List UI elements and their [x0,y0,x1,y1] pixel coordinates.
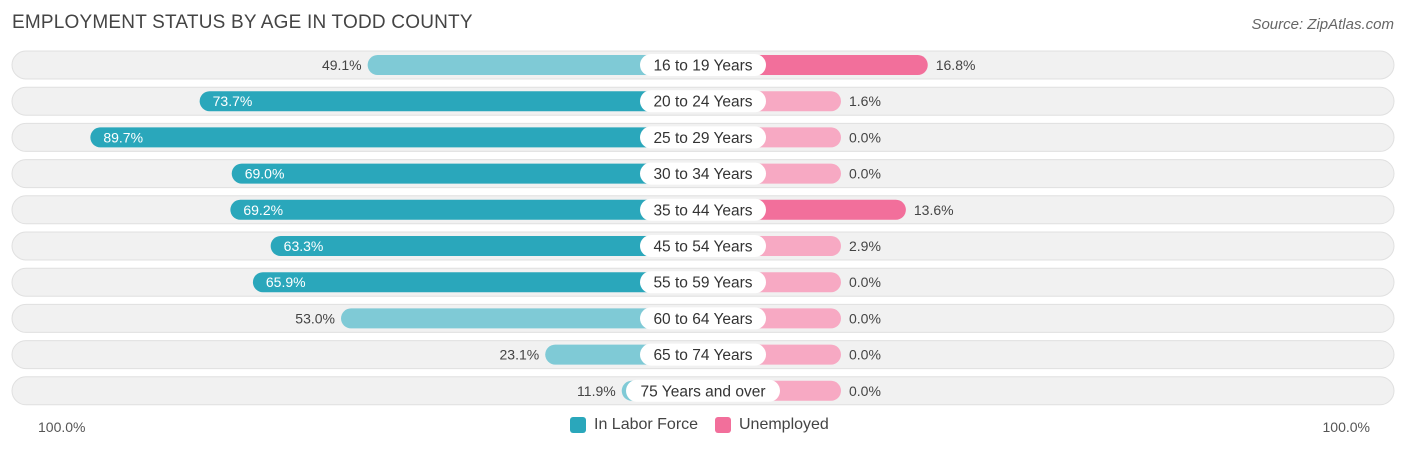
category-pill [640,126,766,149]
chart-title: EMPLOYMENT STATUS BY AGE IN TODD COUNTY [12,12,473,33]
value-label-unemployed: 0.0% [849,310,881,326]
value-label-unemployed: 13.6% [914,202,954,218]
category-label: 75 Years and over [641,383,766,400]
category-pill [640,90,766,113]
category-pill [626,379,780,402]
category-pill [640,271,766,294]
bar-labor-force [367,55,703,75]
category-label: 65 to 74 Years [653,347,752,364]
category-pill [640,162,766,185]
value-label-unemployed: 16.8% [936,57,976,73]
axis-right-label: 100.0% [1322,419,1370,435]
value-label-labor-force: 89.7% [103,129,143,145]
value-label-labor-force: 53.0% [295,310,335,326]
value-label-labor-force: 63.3% [284,238,324,254]
chart-source: Source: ZipAtlas.com [1251,16,1394,33]
legend-item-labor-force: In Labor Force [570,416,698,434]
value-label-labor-force: 73.7% [213,93,253,109]
value-label-labor-force: 69.0% [245,166,285,182]
bar-labor-force [230,199,703,220]
category-pill [640,54,766,76]
value-label-unemployed: 2.9% [849,238,881,254]
legend-label-labor-force: In Labor Force [594,416,699,433]
category-label: 55 to 59 Years [653,275,752,292]
bar-labor-force [199,91,703,112]
value-label-unemployed: 0.0% [849,383,881,399]
category-label: 25 to 29 Years [653,130,752,147]
value-label-unemployed: 1.6% [849,93,881,109]
legend-swatch-labor-force [570,417,586,433]
value-label-unemployed: 0.0% [849,274,881,290]
bar-labor-force [270,236,703,256]
axis-left-label: 100.0% [38,419,86,435]
value-label-labor-force: 11.9% [577,383,616,399]
category-label: 16 to 19 Years [653,58,752,75]
category-label: 60 to 64 Years [653,311,752,328]
category-label: 20 to 24 Years [653,94,752,111]
value-label-unemployed: 0.0% [849,166,881,182]
value-label-unemployed: 0.0% [849,347,881,363]
value-label-labor-force: 49.1% [322,57,362,73]
bar-labor-force [252,272,703,293]
category-pill [640,198,766,221]
bar-labor-force [341,308,703,329]
bar-labor-force [231,163,704,184]
legend: In Labor Force Unemployed [0,416,1406,438]
legend-item-unemployed: Unemployed [715,416,829,434]
legend-label-unemployed: Unemployed [739,416,829,433]
category-pill [640,307,766,330]
category-pill [640,343,766,366]
value-label-labor-force: 23.1% [500,347,540,363]
legend-swatch-unemployed [715,417,731,433]
value-label-labor-force: 69.2% [243,202,283,218]
category-label: 45 to 54 Years [653,239,752,256]
bar-labor-force [90,127,703,148]
category-pill [640,235,766,257]
category-label: 30 to 34 Years [653,166,752,183]
category-label: 35 to 44 Years [653,202,752,219]
value-label-unemployed: 0.0% [849,129,881,145]
value-label-labor-force: 65.9% [266,274,306,290]
